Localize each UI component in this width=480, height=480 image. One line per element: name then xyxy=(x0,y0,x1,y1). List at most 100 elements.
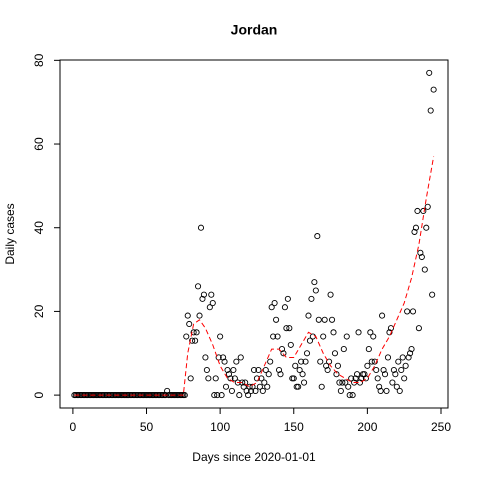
data-point xyxy=(224,366,231,374)
data-point xyxy=(314,233,321,240)
data-point xyxy=(205,375,212,382)
data-point xyxy=(298,358,305,365)
data-point xyxy=(405,354,412,361)
data-point xyxy=(211,392,218,399)
data-point xyxy=(383,387,390,394)
data-point xyxy=(392,371,399,378)
data-point xyxy=(323,362,330,369)
data-point xyxy=(186,320,193,328)
data-point xyxy=(209,299,216,307)
data-point xyxy=(250,366,258,374)
data-point xyxy=(381,371,389,378)
data-point xyxy=(343,333,350,340)
data-point xyxy=(318,383,325,390)
data-point xyxy=(236,392,243,399)
data-point xyxy=(262,366,269,374)
data-point xyxy=(189,337,196,344)
data-point xyxy=(358,375,365,382)
data-point xyxy=(275,366,283,374)
plot-box xyxy=(59,59,449,409)
data-point xyxy=(225,371,233,378)
data-point xyxy=(364,362,371,369)
x-tick-label: 0 xyxy=(70,420,77,434)
data-point xyxy=(354,371,361,378)
data-point xyxy=(264,383,271,390)
data-point xyxy=(240,383,247,390)
data-point xyxy=(423,224,430,231)
data-point xyxy=(222,383,230,390)
data-point xyxy=(417,249,424,256)
data-point xyxy=(336,379,343,386)
data-point xyxy=(200,291,207,298)
data-point xyxy=(231,375,238,382)
data-point xyxy=(203,366,210,374)
data-point xyxy=(261,379,268,386)
data-point xyxy=(306,337,314,344)
data-point xyxy=(305,312,312,319)
data-point xyxy=(426,69,433,76)
data-point xyxy=(302,358,309,365)
data-point xyxy=(402,362,409,369)
data-point xyxy=(355,329,362,336)
data-point xyxy=(429,291,436,298)
data-point xyxy=(206,304,213,311)
data-point xyxy=(237,354,244,361)
data-point xyxy=(352,375,359,382)
x-tick-label: 250 xyxy=(431,420,451,434)
chart-title: Jordan xyxy=(231,22,278,38)
data-point xyxy=(408,346,415,353)
data-point xyxy=(164,387,171,394)
data-point xyxy=(367,329,374,336)
data-point xyxy=(404,308,411,315)
y-axis-label: Daily cases xyxy=(3,203,17,264)
data-point xyxy=(281,304,288,311)
y-tick-label: 20 xyxy=(32,304,46,318)
data-point xyxy=(334,362,341,369)
data-point xyxy=(320,333,327,340)
data-point xyxy=(228,387,235,394)
data-point xyxy=(415,325,422,332)
data-point xyxy=(284,295,291,302)
data-point xyxy=(242,379,249,386)
data-point xyxy=(286,325,293,332)
data-point xyxy=(312,287,319,294)
data-point xyxy=(373,366,380,374)
data-point xyxy=(287,341,294,348)
data-point xyxy=(362,375,369,382)
smooth-line xyxy=(74,156,435,396)
data-point xyxy=(220,354,227,361)
data-point xyxy=(218,392,225,399)
data-point xyxy=(409,308,417,315)
data-point xyxy=(227,375,234,382)
data-point xyxy=(308,295,315,302)
data-point xyxy=(197,224,205,231)
data-point xyxy=(296,366,303,374)
data-point xyxy=(333,371,340,378)
data-point xyxy=(215,354,222,361)
data-point xyxy=(331,350,339,357)
data-point xyxy=(414,207,421,215)
x-tick-label: 100 xyxy=(210,420,230,434)
data-point xyxy=(371,358,378,365)
data-point xyxy=(292,362,299,369)
data-point xyxy=(277,371,284,378)
data-point xyxy=(396,387,403,394)
data-point xyxy=(412,224,420,231)
data-point xyxy=(398,366,405,374)
data-point xyxy=(214,392,221,399)
data-point xyxy=(295,383,302,390)
data-point xyxy=(327,291,334,298)
data-point xyxy=(303,350,311,357)
data-point xyxy=(349,392,356,399)
y-tick-label: 60 xyxy=(32,137,46,151)
data-point xyxy=(265,371,272,378)
data-point xyxy=(386,329,393,336)
data-point xyxy=(233,358,240,365)
data-point xyxy=(370,333,377,340)
data-point xyxy=(270,333,277,340)
y-tick-label: 0 xyxy=(32,391,46,398)
data-point xyxy=(190,329,197,336)
data-point xyxy=(340,346,347,353)
data-point xyxy=(427,107,434,114)
